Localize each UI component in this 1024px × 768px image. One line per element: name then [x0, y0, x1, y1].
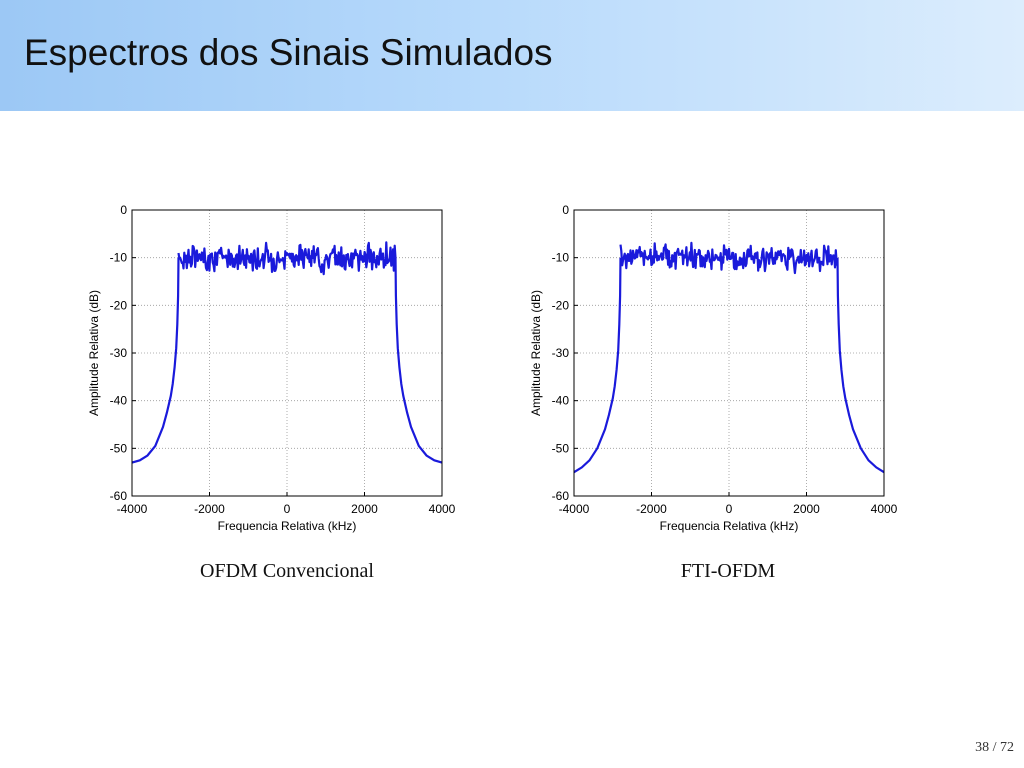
- x-tick-label: 4000: [429, 502, 456, 516]
- x-tick-label: -4000: [117, 502, 148, 516]
- y-axis-label: Amplitude Relativa (dB): [529, 290, 543, 416]
- x-axis-label: Frequencia Relativa (kHz): [218, 519, 357, 533]
- x-tick-label: 0: [284, 502, 291, 516]
- x-tick-label: -4000: [559, 502, 590, 516]
- y-tick-label: -40: [110, 394, 128, 408]
- y-tick-label: -20: [552, 298, 570, 312]
- x-tick-label: -2000: [194, 502, 225, 516]
- y-tick-label: -60: [552, 489, 570, 503]
- y-tick-label: -40: [552, 394, 570, 408]
- page-separator: /: [992, 740, 997, 755]
- spectrum-right-skirt: [394, 257, 443, 464]
- spectrum-left-skirt: [573, 257, 622, 474]
- x-tick-label: 4000: [871, 502, 898, 516]
- chart-ofdm-convencional: -4000 -2000 0 2000 4000 0 -10 -20 -30 -40 -50 -60 Fr…: [87, 203, 456, 533]
- spectrum-passband: [177, 241, 397, 276]
- y-axis-label: Amplitude Relativa (dB): [87, 290, 101, 416]
- chart-fti-ofdm: -4000 -2000 0 2000 4000 0 -10 -20 -30 -40 -50 -60 Fr…: [529, 203, 898, 533]
- y-tick-label: -60: [110, 489, 128, 503]
- caption-fti-ofdm: FTI-OFDM: [680, 560, 776, 582]
- slide-title: Espectros dos Sinais Simulados: [24, 32, 553, 73]
- y-tick-label: -30: [552, 346, 570, 360]
- page-total: 72: [1000, 740, 1014, 755]
- y-tick-label: -20: [110, 298, 128, 312]
- caption-ofdm-convencional: OFDM Convencional: [200, 560, 374, 582]
- spectrum-right-skirt: [836, 257, 885, 474]
- x-tick-label: 0: [726, 502, 733, 516]
- page-current: 38: [975, 740, 990, 755]
- y-tick-label: -10: [552, 251, 570, 265]
- y-tick-label: -10: [110, 251, 128, 265]
- y-tick-label: -50: [110, 441, 128, 455]
- y-tick-label: 0: [120, 203, 127, 217]
- y-tick-label: -30: [110, 346, 128, 360]
- x-tick-label: 2000: [793, 502, 820, 516]
- spectrum-passband: [619, 241, 839, 275]
- y-tick-label: 0: [562, 203, 569, 217]
- x-axis-label: Frequencia Relativa (kHz): [660, 519, 799, 533]
- page-number: 38 / 72: [975, 740, 1014, 756]
- slide-header: Espectros dos Sinais Simulados: [0, 0, 1024, 111]
- x-tick-label: -2000: [636, 502, 667, 516]
- x-tick-label: 2000: [351, 502, 378, 516]
- spectrum-left-skirt: [131, 257, 180, 464]
- y-tick-label: -50: [552, 441, 570, 455]
